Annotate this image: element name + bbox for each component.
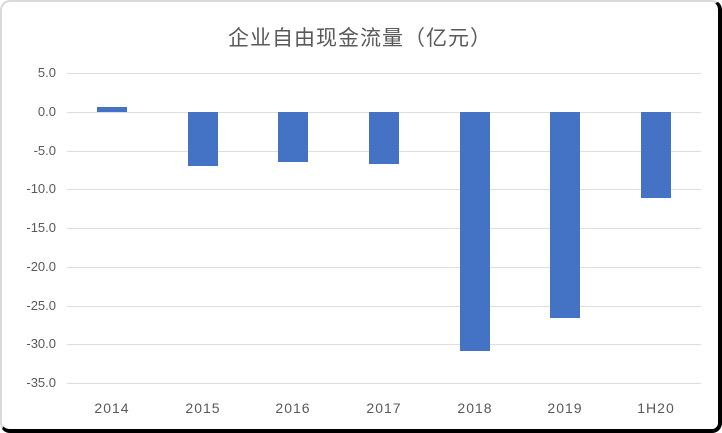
bar-2016 [278,112,308,162]
y-axis-tick-label: -10.0 [26,181,56,196]
gridline--30.0 [67,344,701,345]
x-axis-tick-label-2018: 2018 [457,400,493,416]
y-axis-tick-label: -15.0 [26,220,56,235]
plot-area: 5.0 0.0 -5.0 -10.0 -15.0 -20.0 -25.0 -30.0 -35.0… [2,2,718,429]
x-axis-tick-label-2015: 2015 [185,400,221,416]
bar-2014 [97,107,127,112]
gridline--10.0 [67,189,701,190]
y-axis-tick-label: -30.0 [26,336,56,351]
y-axis-tick-label: -35.0 [26,375,56,390]
y-axis-tick-label: -25.0 [26,298,56,313]
x-axis-tick-label-1H20: 1H20 [637,400,675,416]
x-axis-tick-label-2017: 2017 [366,400,402,416]
bar-2018 [460,112,490,351]
bar-2015 [188,112,218,166]
chart-title: 企业自由现金流量（亿元） [228,27,492,50]
y-axis-tick-label: 5.0 [37,65,56,80]
y-axis-tick-label: -5.0 [33,143,56,158]
gridline--15.0 [67,228,701,229]
y-axis-tick-label: 0.0 [37,104,56,119]
x-axis-tick-label-2014: 2014 [94,400,130,416]
bar-2019 [550,112,580,318]
bar-1H20 [641,112,671,198]
gridline--35.0 [67,383,701,384]
bar-2017 [369,112,399,164]
x-axis-tick-label-2016: 2016 [275,400,311,416]
gridline-5.0 [67,73,701,74]
gridline--20.0 [67,267,701,268]
x-axis-tick-label-2019: 2019 [547,400,583,416]
gridline--25.0 [67,306,701,307]
y-axis-tick-label: -20.0 [26,259,56,274]
